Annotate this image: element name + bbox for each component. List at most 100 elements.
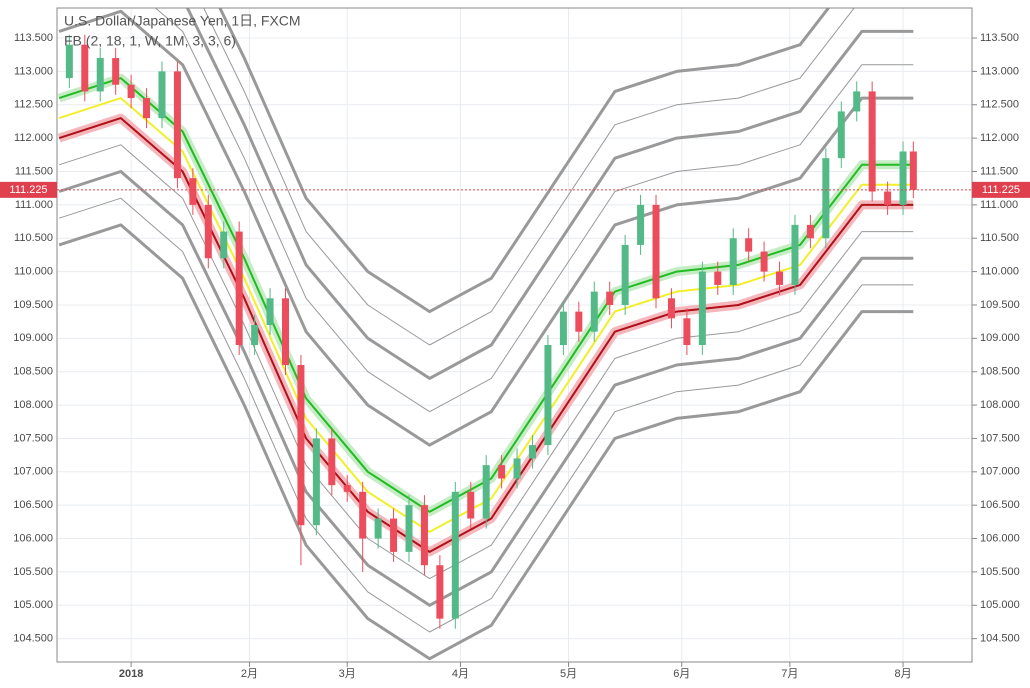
- y-tick-label: 112.500: [14, 99, 53, 111]
- y-tick-label: 113.500: [980, 32, 1019, 44]
- candle-body: [65, 44, 73, 79]
- candle-body: [575, 311, 583, 332]
- candle-body: [235, 231, 243, 346]
- x-tick-label: 6月: [673, 668, 690, 680]
- candle-body: [683, 318, 691, 346]
- band-line: [154, 8, 914, 413]
- y-tick-label: 108.500: [13, 366, 53, 378]
- candle-body: [513, 458, 521, 479]
- indicator-label: FB (2, 18, 1, W, 1M, 3, 3, 6): [64, 33, 236, 49]
- y-tick-label: 113.000: [980, 65, 1019, 77]
- y-tick-label: 108.500: [980, 366, 1020, 378]
- plot-frame: [56, 7, 973, 663]
- candle-body: [266, 298, 274, 325]
- candle-body: [158, 71, 166, 119]
- grid: [57, 8, 972, 662]
- y-tick-label: 110.500: [14, 232, 53, 244]
- candle-body: [112, 58, 120, 85]
- candle-body: [189, 178, 197, 205]
- candle-body: [482, 465, 490, 519]
- candle-body: [559, 311, 567, 346]
- candle-body: [81, 44, 89, 92]
- x-tick-label: 3月: [339, 668, 356, 680]
- y-tick-label: 108.000: [13, 399, 53, 411]
- candle-body: [451, 491, 459, 619]
- candle-body: [390, 518, 398, 552]
- last-price-label: 111.225: [9, 184, 47, 196]
- y-tick-label: 106.500: [13, 499, 53, 511]
- candle-body: [667, 298, 675, 319]
- candle-body: [359, 491, 367, 539]
- y-tick-label: 106.000: [13, 532, 53, 544]
- candle-body: [220, 231, 228, 259]
- candle-body: [621, 244, 629, 305]
- y-tick-label: 110.500: [980, 232, 1019, 244]
- candle-body: [606, 291, 614, 305]
- x-tick-label: 2月: [241, 668, 258, 680]
- candle-body: [909, 151, 917, 190]
- candle-body: [312, 438, 320, 526]
- candle-body: [776, 271, 784, 285]
- y-tick-label: 105.000: [980, 599, 1020, 611]
- band-line: [218, 8, 831, 314]
- candle-body: [853, 91, 861, 112]
- y-tick-label: 108.000: [980, 399, 1020, 411]
- band-line: [58, 144, 914, 580]
- x-tick-label: 4月: [452, 668, 469, 680]
- y-tick-label: 111.000: [980, 199, 1018, 211]
- last-price-box: [972, 181, 1030, 198]
- candle-body: [822, 158, 830, 239]
- x-tick-label: 2018: [119, 668, 143, 680]
- candle-body: [420, 505, 428, 566]
- candle-body: [297, 365, 305, 526]
- band-line: [203, 8, 855, 346]
- y-tick-label: 107.500: [980, 432, 1020, 444]
- band-line: [58, 223, 914, 661]
- candle-body: [884, 191, 892, 205]
- candle-body: [529, 445, 537, 459]
- y-tick-label: 111.500: [980, 165, 1018, 177]
- candle-body: [251, 324, 259, 346]
- y-tick-label: 109.000: [13, 332, 53, 344]
- x-tick-label: 7月: [781, 668, 798, 680]
- y-tick-label: 110.000: [980, 266, 1019, 278]
- y-tick-label: 104.500: [980, 633, 1020, 645]
- candle-body: [204, 204, 212, 259]
- candle-body: [96, 58, 104, 92]
- band-line: [58, 9, 914, 447]
- candle-body: [714, 271, 722, 285]
- y-tick-label: 107.000: [13, 466, 53, 478]
- candle-body: [806, 224, 814, 239]
- y-tick-label: 105.000: [13, 599, 53, 611]
- candle-body: [637, 204, 645, 245]
- candle-body: [328, 438, 336, 486]
- candle-body: [837, 111, 845, 159]
- y-tick-label: 107.000: [980, 466, 1020, 478]
- candle-body: [374, 518, 382, 539]
- candle-body: [405, 505, 413, 552]
- candle-body: [143, 98, 151, 119]
- y-tick-label: 111.500: [15, 165, 53, 177]
- y-tick-label: 106.000: [980, 532, 1020, 544]
- y-tick-label: 111.000: [15, 199, 53, 211]
- candle-body: [745, 238, 753, 252]
- y-tick-label: 112.500: [980, 99, 1019, 111]
- y-tick-label: 109.500: [980, 299, 1020, 311]
- candle-body: [590, 291, 598, 332]
- candle-body: [173, 71, 181, 179]
- labels: 104.500 104.500 105.000 105.000 105.500 105.5…: [0, 32, 1030, 680]
- candle-body: [343, 485, 351, 492]
- y-tick-label: 105.500: [13, 566, 53, 578]
- y-tick-label: 109.000: [980, 332, 1020, 344]
- y-tick-label: 106.500: [980, 499, 1020, 511]
- band-line: [58, 77, 914, 513]
- candle-body: [544, 345, 552, 446]
- y-tick-label: 109.500: [13, 299, 53, 311]
- band-line: [185, 8, 914, 380]
- chart-title: U.S. Dollar/Japanese Yen, 1日, FXCM: [64, 13, 301, 29]
- last-price-box: [0, 181, 57, 198]
- candle-body: [467, 491, 475, 519]
- y-tick-label: 113.500: [14, 32, 53, 44]
